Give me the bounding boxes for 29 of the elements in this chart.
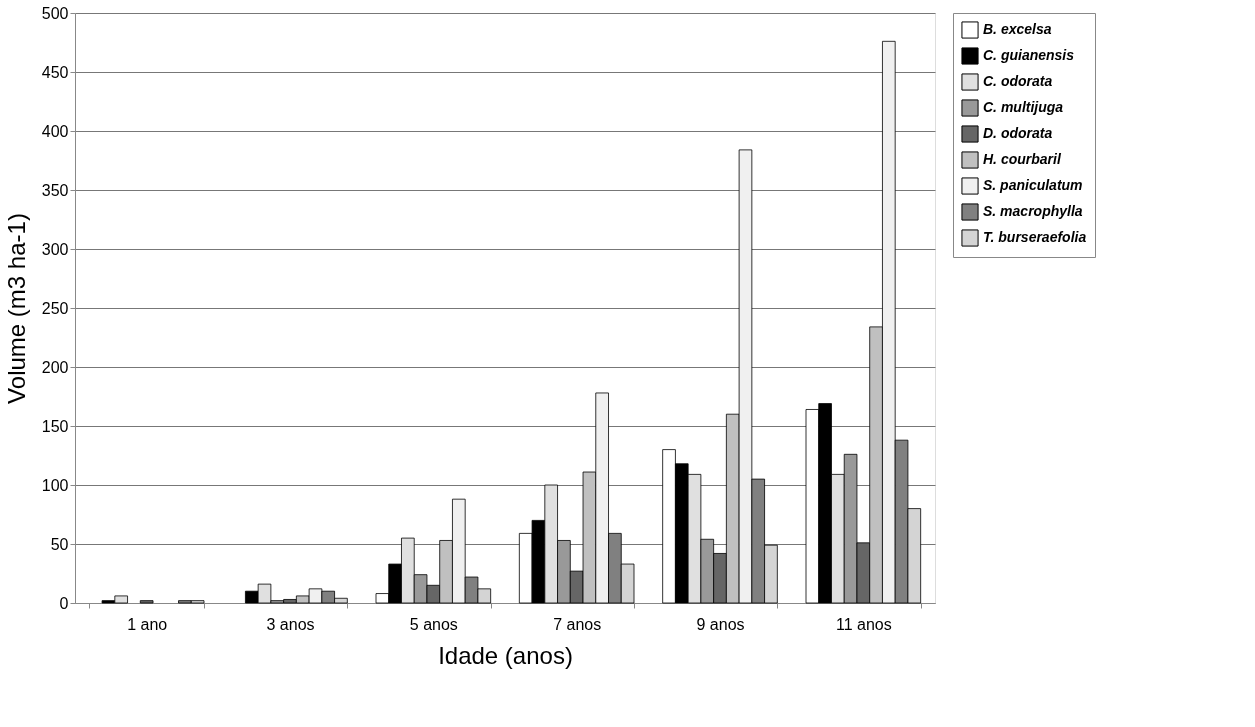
legend-label: S. macrophylla xyxy=(983,203,1083,219)
y-tick-label: 300 xyxy=(41,240,69,258)
y-tick-label: 400 xyxy=(41,122,69,140)
y-tick-label: 200 xyxy=(41,358,69,376)
y-tick-label: 500 xyxy=(41,4,69,22)
legend-label: C. odorata xyxy=(983,73,1053,89)
legend-label: B. excelsa xyxy=(983,21,1052,37)
y-tick-label: 250 xyxy=(41,299,69,317)
x-tick-label: 9 anos xyxy=(696,615,745,633)
y-tick-label: 450 xyxy=(41,63,69,81)
legend-label: T. burseraefolia xyxy=(983,229,1087,245)
y-tick-label: 100 xyxy=(41,476,69,494)
y-tick-label: 50 xyxy=(50,535,69,553)
x-tick-label: 7 anos xyxy=(553,615,602,633)
legend-label: S. paniculatum xyxy=(983,177,1083,193)
y-tick-label: 150 xyxy=(41,417,69,435)
legend-label: C. guianensis xyxy=(983,47,1075,63)
legend-label: C. multijuga xyxy=(983,99,1064,115)
y-axis-title: Volume (m3 ha-1) xyxy=(2,213,30,404)
x-tick-label: 1 ano xyxy=(127,615,168,633)
bar xyxy=(139,600,154,604)
x-axis-title: Idade (anos) xyxy=(438,641,573,669)
x-tick-label: 5 anos xyxy=(409,615,458,633)
legend-label: H. courbaril xyxy=(983,151,1062,167)
x-tick-label: 3 anos xyxy=(266,615,315,633)
y-tick-label: 350 xyxy=(41,181,69,199)
x-tick-label: 11 anos xyxy=(835,615,892,633)
y-tick-label: 0 xyxy=(59,594,69,612)
legend-label: D. odorata xyxy=(983,125,1053,141)
